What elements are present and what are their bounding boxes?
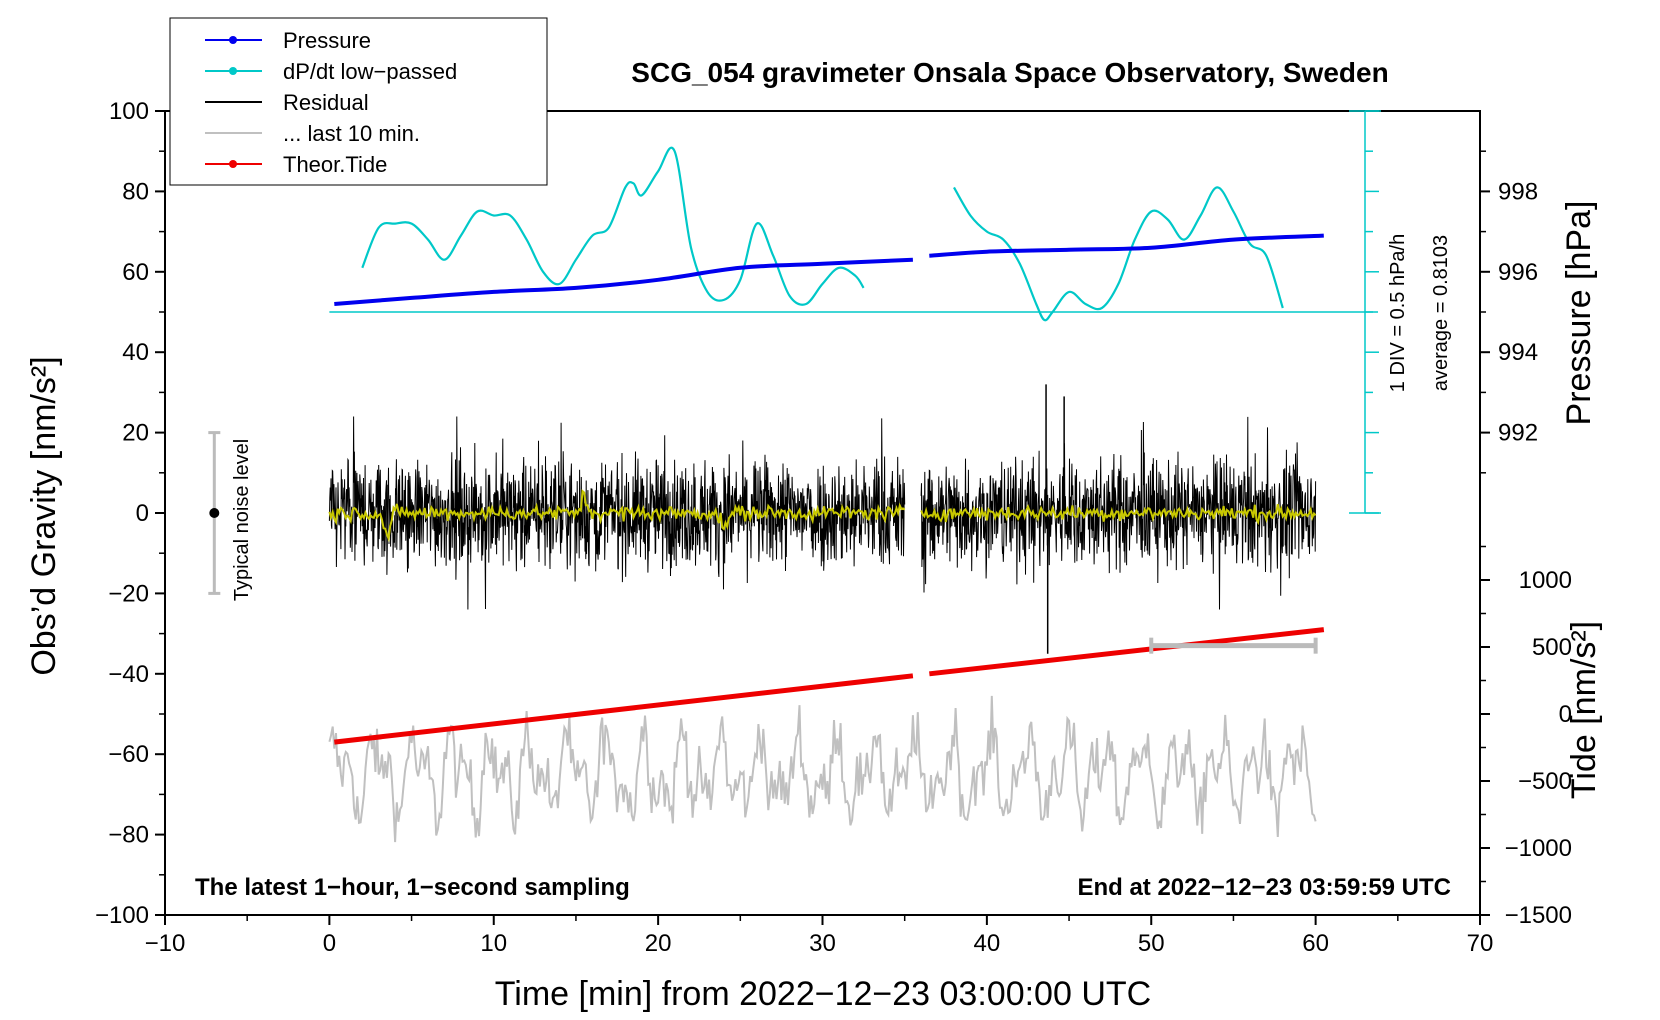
pressure-line-1 (929, 233, 1324, 258)
y-tick-label: −80 (108, 822, 149, 849)
x-tick-label: −10 (145, 930, 186, 957)
theor-tide-line-1 (929, 627, 1325, 677)
x-tick-label: 20 (645, 930, 672, 957)
y-axis-label-left: Obs’d Gravity [nm/s²] (25, 356, 63, 675)
legend-label: dP/dt low−passed (283, 59, 457, 84)
y-tick-label: 60 (122, 259, 149, 286)
annotation-end-time: End at 2022−12−23 03:59:59 UTC (1077, 874, 1451, 901)
y-tick-label: 40 (122, 339, 149, 366)
x-tick-label: 10 (480, 930, 507, 957)
chart-title: SCG_054 gravimeter Onsala Space Observat… (631, 57, 1388, 88)
legend: Pressure dP/dt low−passed Residual ... last… (169, 17, 548, 186)
theor-tide-line-0 (334, 673, 914, 745)
pressure-tick-label: 998 (1498, 178, 1538, 205)
annotation-sampling: The latest 1−hour, 1−second sampling (195, 874, 630, 901)
residual-smoothed-line-0 (328, 489, 906, 543)
annotation-noise-level: Typical noise level (231, 439, 253, 601)
x-tick-label: 40 (974, 930, 1001, 957)
plot-data-layer (208, 146, 1378, 843)
tide-tick-label: 0 (1559, 701, 1572, 728)
pressure-tick-label: 996 (1498, 259, 1538, 286)
pressure-tick-label: 992 (1498, 420, 1538, 447)
noise-level-dot (209, 508, 220, 518)
pressure-tick-label: 994 (1498, 339, 1538, 366)
y-tick-label: 100 (109, 98, 149, 125)
legend-marker-0 (229, 36, 237, 44)
annotation-dpdt-average: average = 0.8103 (1430, 235, 1452, 391)
legend-label: Theor.Tide (283, 152, 387, 177)
residual-smoothed-line-1 (920, 503, 1317, 526)
right-axes-layer: 992 994 996 998 −1500 −1000 −500 0 500 1000 (1349, 110, 1572, 929)
tide-tick-label: −1500 (1505, 902, 1572, 929)
residual-line-1 (920, 416, 1317, 610)
y-axis-label-pressure: Pressure [hPa] (1560, 201, 1598, 426)
x-tick-label: 70 (1467, 930, 1494, 957)
y-tick-label: 0 (136, 500, 149, 527)
tide-tick-label: −1000 (1505, 835, 1572, 862)
y-tick-label: −40 (108, 661, 149, 688)
bottom-axis-layer: −10 0 10 20 30 40 50 60 70 (145, 915, 1494, 957)
legend-marker-1 (229, 67, 237, 75)
legend-label: Pressure (283, 28, 371, 53)
y-axis-label-tide: Tide [nm/s²] (1565, 621, 1603, 799)
x-tick-label: 50 (1138, 930, 1165, 957)
tide-tick-label: 500 (1532, 634, 1572, 661)
tide-tick-label: −500 (1518, 768, 1572, 795)
tide-tick-label: 1000 (1519, 567, 1572, 594)
x-tick-label: 60 (1302, 930, 1329, 957)
legend-label: ... last 10 min. (283, 121, 420, 146)
left-axis-layer: −100 −80 −60 −40 −20 0 20 40 60 80 100 (95, 98, 165, 929)
legend-label: Residual (283, 90, 369, 115)
dpdt-line-0 (361, 146, 865, 306)
x-tick-label: 0 (323, 930, 336, 957)
dpdt-line-1 (953, 186, 1284, 322)
y-tick-label: −20 (108, 580, 149, 607)
annotation-dpdt-scale: 1 DIV = 0.5 hPa/h (1387, 234, 1409, 392)
y-tick-label: −60 (108, 741, 149, 768)
legend-marker-4 (229, 160, 237, 168)
last-10-min-line (328, 695, 1317, 843)
x-axis-label: Time [min] from 2022−12−23 03:00:00 UTC (495, 975, 1151, 1013)
y-tick-label: 80 (122, 178, 149, 205)
y-tick-label: 20 (122, 420, 149, 447)
pressure-line-0 (334, 257, 913, 306)
y-tick-label: −100 (95, 902, 149, 929)
x-tick-label: 30 (809, 930, 836, 957)
